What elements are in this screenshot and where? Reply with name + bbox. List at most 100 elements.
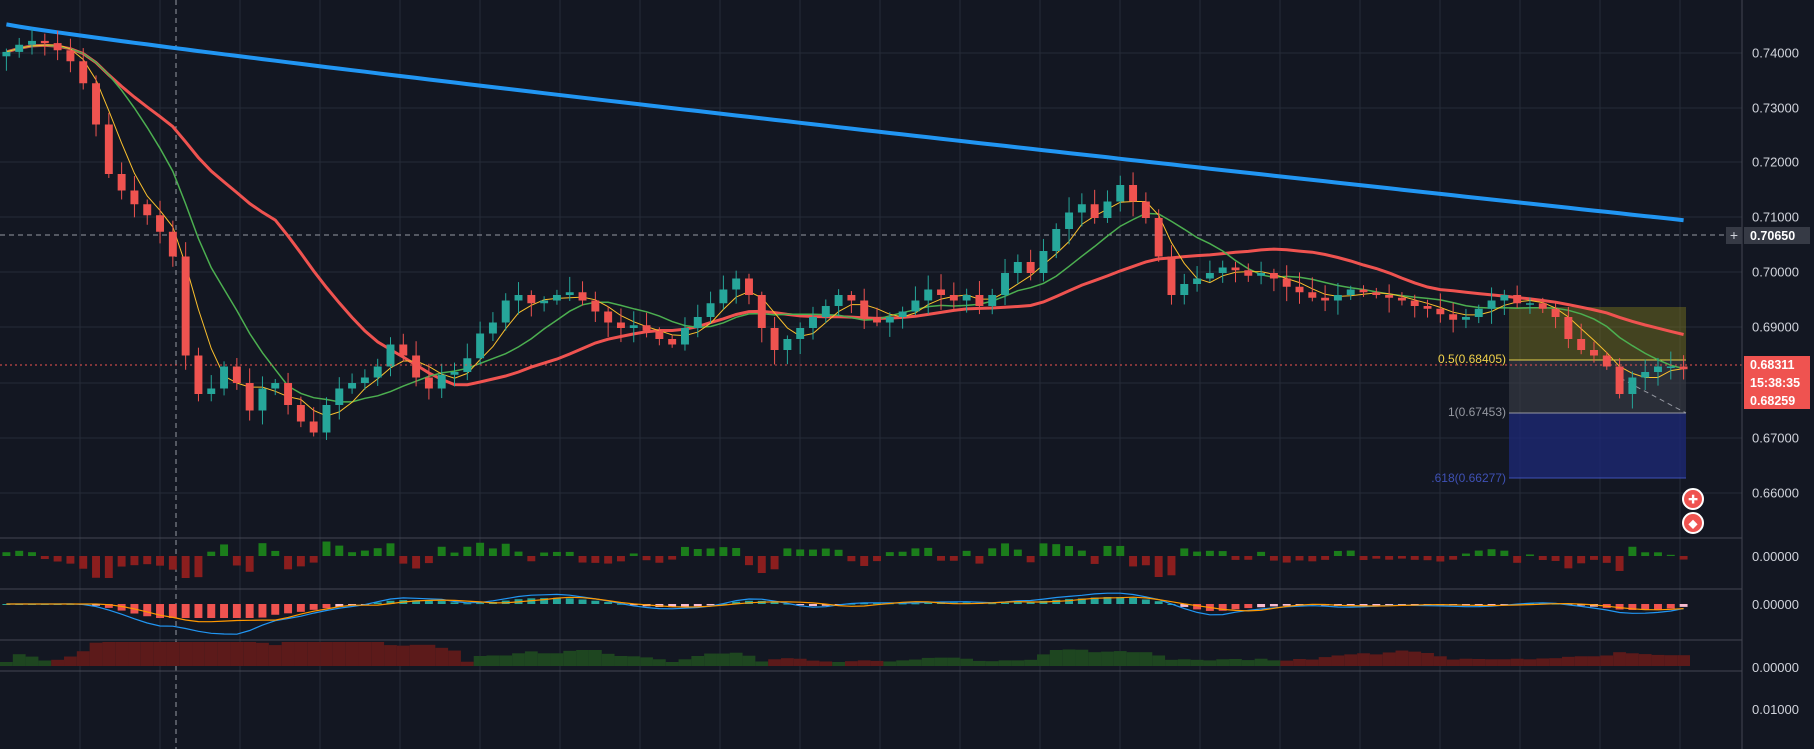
candle (386, 337, 395, 377)
volume-bar (745, 556, 753, 566)
candle (437, 363, 446, 399)
macd-histogram-bar (463, 603, 472, 605)
macd-histogram-bar (1116, 597, 1125, 604)
candle (271, 378, 280, 396)
price-axis[interactable]: 0.74000 0.73000 0.72000 0.71000 0.70000 … (1752, 46, 1799, 718)
pane2-zero-label: 0.00000 (1752, 597, 1799, 612)
volume-bar (1679, 556, 1688, 560)
volume-pane (2, 541, 1688, 578)
regime-bar (25, 656, 39, 666)
volume-bar (1218, 551, 1227, 556)
candle (143, 199, 152, 225)
macd-histogram-bar (552, 597, 561, 604)
alert-icon[interactable]: ✚ (1682, 488, 1704, 510)
volume-bar (450, 552, 459, 556)
regime-bar (1331, 655, 1345, 666)
regime-bar (1561, 656, 1575, 666)
candle (1513, 285, 1522, 309)
regime-bar (1472, 659, 1486, 666)
regime-bar (12, 654, 26, 666)
regime-bar (1113, 651, 1127, 666)
regime-bar (1024, 659, 1038, 666)
regime-bar (973, 660, 986, 666)
volume-bar (552, 551, 561, 556)
candle (1244, 263, 1253, 282)
regime-bar (1241, 660, 1255, 666)
candle (1436, 293, 1445, 323)
volume-bar (335, 545, 344, 556)
volume-bar (284, 556, 293, 570)
macd-histogram-bar (296, 604, 305, 612)
macd-histogram-bar (565, 598, 574, 604)
macd-histogram-bar (719, 603, 728, 605)
macd-histogram-bar (809, 604, 817, 607)
volume-bar (642, 556, 651, 561)
volume-bar (66, 556, 75, 564)
macd-histogram-bar (783, 603, 792, 605)
regime-bar (422, 644, 436, 666)
candle (514, 282, 523, 315)
candle (860, 288, 869, 329)
regime-bar (230, 642, 244, 666)
candle (1205, 260, 1214, 283)
crosshair-plus-icon: + (1730, 227, 1738, 243)
volume-bar (975, 556, 984, 564)
volume-bar (1602, 556, 1611, 563)
candle (1001, 258, 1010, 306)
last-price-tag: 0.68311 15:38:35 0.68259 (1744, 356, 1810, 409)
regime-bar (845, 661, 858, 666)
volume-bar (962, 550, 971, 556)
regime-bar (576, 650, 589, 666)
volume-bar (322, 541, 331, 556)
macd-histogram-bar (1141, 599, 1150, 604)
candle (706, 291, 715, 324)
volume-bar (1205, 550, 1214, 556)
event-icon[interactable]: ◆ (1682, 512, 1704, 534)
regime-bar (409, 644, 423, 666)
candle (821, 299, 830, 323)
regime-bar (499, 655, 513, 666)
regime-bar (1037, 654, 1050, 666)
volume-bar (1077, 550, 1086, 556)
macd-histogram-bar (1013, 601, 1022, 604)
regime-bar (627, 656, 641, 666)
macd-pane (2, 597, 1688, 618)
regime-bar (678, 659, 692, 666)
regime-bar (473, 656, 487, 666)
regime-bar (281, 642, 295, 666)
second-price-text: 0.68259 (1750, 394, 1795, 408)
macd-histogram-bar (591, 600, 600, 604)
regime-bar (371, 642, 385, 666)
macd-histogram-bar (1628, 604, 1637, 610)
volume-bar (1525, 554, 1534, 556)
candle (911, 286, 920, 316)
volume-bar (1154, 556, 1163, 578)
volume-bar (860, 556, 869, 566)
regime-bar (268, 645, 282, 666)
volume-bar (1551, 556, 1560, 561)
candle (924, 275, 933, 315)
volume-bar (1180, 548, 1189, 556)
candle (834, 289, 843, 317)
macd-histogram-bar (1654, 604, 1662, 610)
regime-bar (1638, 654, 1652, 666)
regime-bar (166, 642, 180, 666)
candle (1449, 302, 1458, 333)
candle (809, 306, 817, 340)
candle (1410, 294, 1419, 318)
volume-bar (911, 548, 920, 556)
price-tick-0670: 0.67000 (1752, 431, 1799, 446)
regime-bar (1549, 658, 1562, 666)
volume-bar (924, 547, 933, 556)
regime-bar (704, 653, 717, 666)
regime-bar (51, 659, 65, 666)
regime-bar (1433, 656, 1447, 666)
volume-bar (271, 550, 280, 556)
candle (360, 369, 369, 390)
candle (284, 372, 293, 415)
macd-histogram-bar (873, 603, 881, 605)
candle (296, 396, 305, 428)
macd-histogram-bar (1231, 604, 1240, 610)
volume-bar (1321, 556, 1330, 560)
